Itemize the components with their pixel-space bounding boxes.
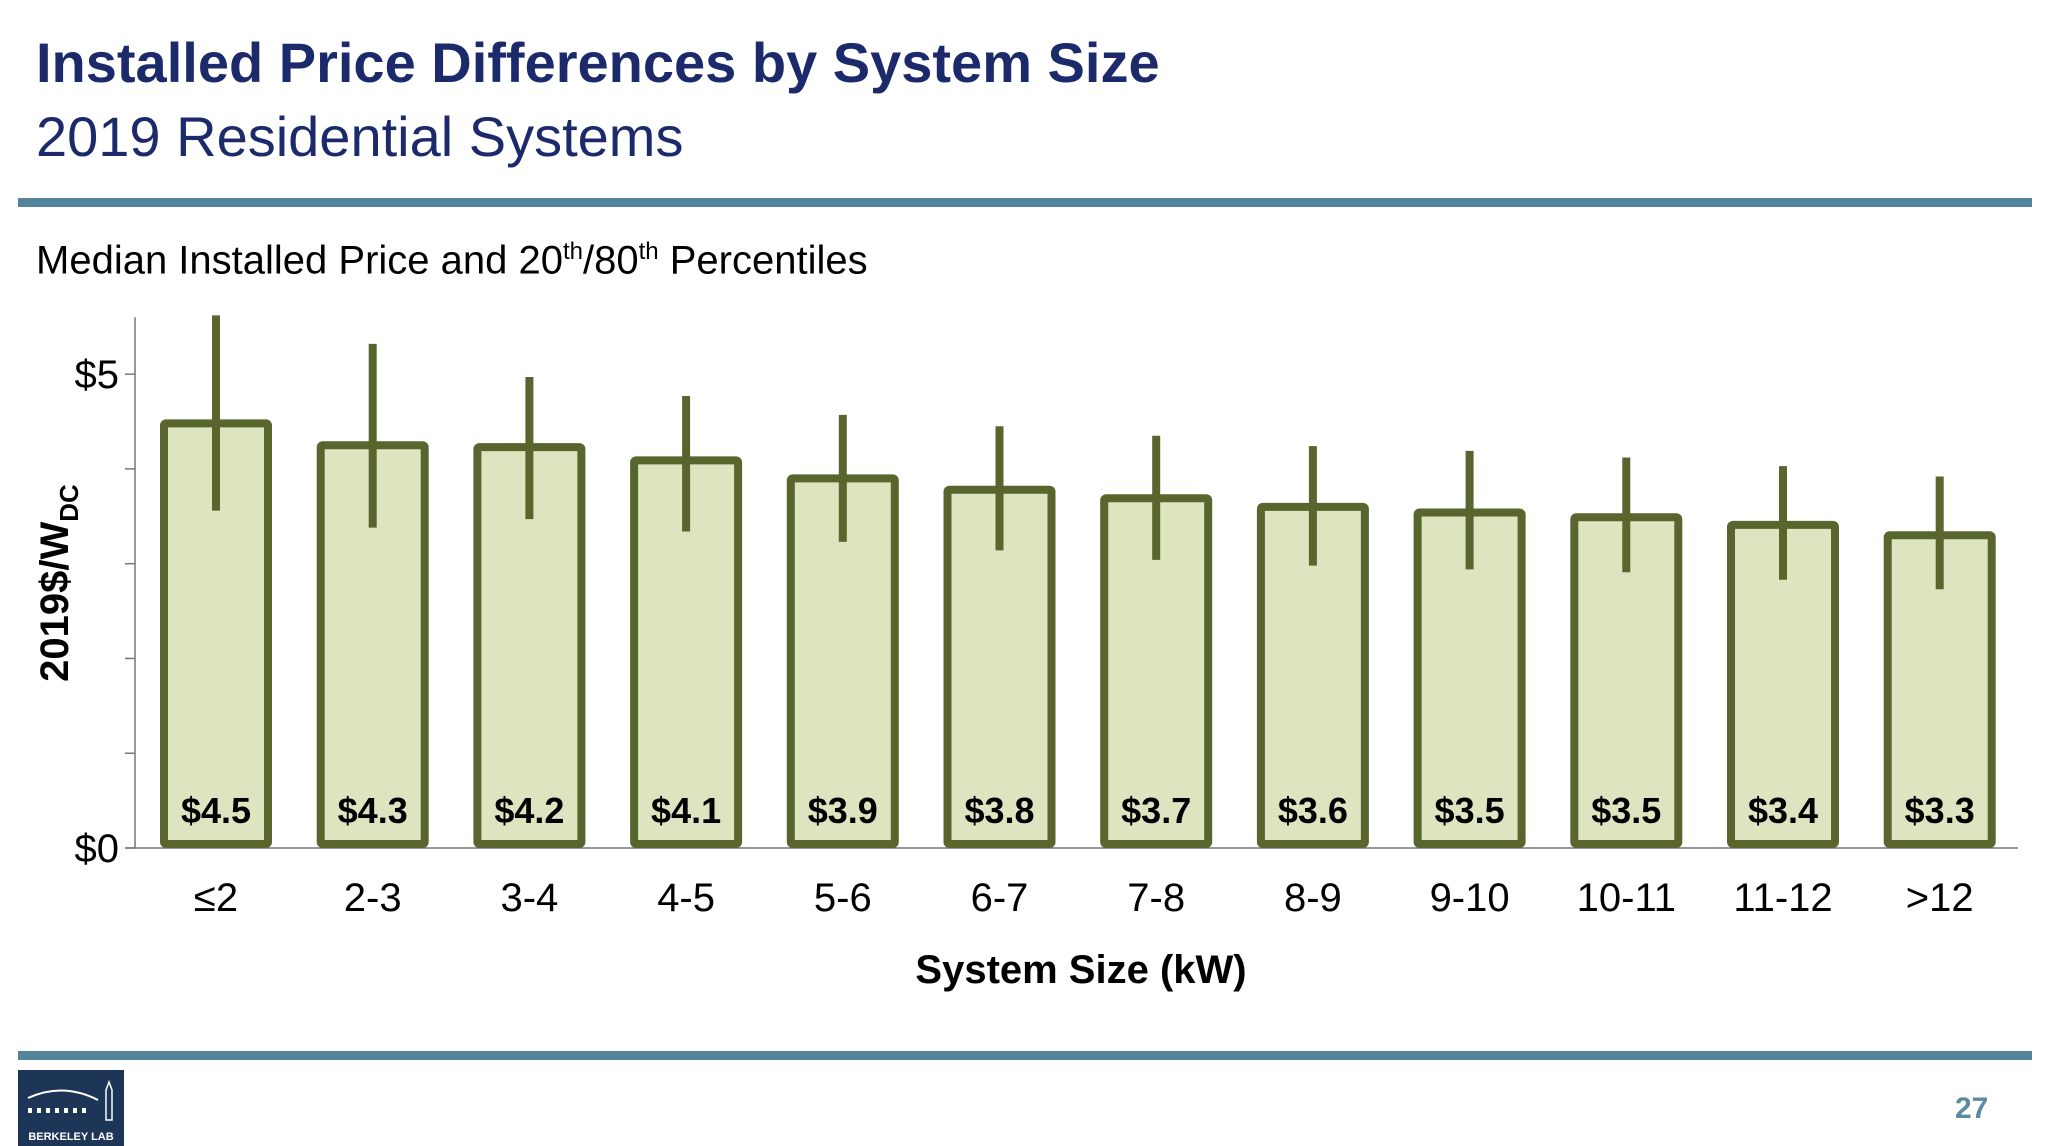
logo-text: BERKELEY LAB xyxy=(28,1131,113,1143)
chart-heading-text: Percentiles xyxy=(658,238,868,283)
data-label: $4.5 xyxy=(181,790,251,831)
x-tick-label: 3-4 xyxy=(500,876,558,920)
chart-heading-sup: th xyxy=(638,238,659,265)
data-label: $3.5 xyxy=(1435,790,1505,831)
data-label: $3.8 xyxy=(964,790,1034,831)
x-tick-label: 9-10 xyxy=(1430,876,1510,920)
y-axis-title-subscript: DC xyxy=(54,484,84,522)
x-axis-title: System Size (kW) xyxy=(915,948,1246,992)
x-tick-label: ≤2 xyxy=(194,876,238,920)
chart-heading: Median Installed Price and 20th/80th Per… xyxy=(36,238,868,283)
x-tick-label: 6-7 xyxy=(971,876,1029,920)
x-tick-label: 5-6 xyxy=(814,876,872,920)
data-label: $3.5 xyxy=(1591,790,1661,831)
x-tick-label: 7-8 xyxy=(1127,876,1185,920)
data-label: $3.9 xyxy=(808,790,878,831)
slide-subtitle: 2019 Residential Systems xyxy=(36,105,684,168)
berkeley-lab-logo: BERKELEY LAB xyxy=(18,1070,124,1146)
chart-heading-sup: th xyxy=(563,238,584,265)
data-label: $3.3 xyxy=(1905,790,1975,831)
data-label: $4.1 xyxy=(651,790,721,831)
x-tick-label: 4-5 xyxy=(657,876,715,920)
x-tick-label: 11-12 xyxy=(1733,876,1832,920)
x-tick-label: 10-11 xyxy=(1577,876,1676,920)
data-label: $4.3 xyxy=(338,790,408,831)
x-tick-label: 8-9 xyxy=(1284,876,1342,920)
slide-title: Installed Price Differences by System Si… xyxy=(36,31,1160,94)
y-tick-label: $5 xyxy=(75,353,120,397)
x-tick-label: 2-3 xyxy=(344,876,402,920)
y-axis-title: 2019$/WDC xyxy=(33,484,84,682)
data-label: $4.2 xyxy=(494,790,564,831)
bottom-divider xyxy=(18,1051,2032,1060)
chart-heading-text: /80 xyxy=(583,238,639,283)
chart-heading-text: Median Installed Price and 20 xyxy=(36,238,563,283)
page-number: 27 xyxy=(1955,1092,1989,1125)
x-tick-label: >12 xyxy=(1906,876,1974,920)
y-axis-title-main: 2019$/W xyxy=(33,521,77,681)
y-tick-label: $0 xyxy=(75,827,120,871)
data-label: $3.7 xyxy=(1121,790,1191,831)
data-label: $3.4 xyxy=(1748,790,1818,831)
data-label: $3.6 xyxy=(1278,790,1348,831)
top-divider xyxy=(18,198,2032,207)
